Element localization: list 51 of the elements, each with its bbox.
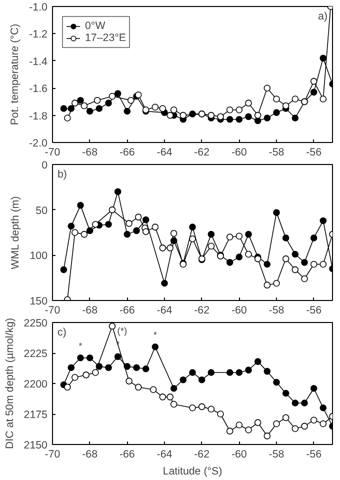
x-tick-label: -66 — [119, 146, 135, 158]
x-tick-label: -58 — [268, 448, 284, 460]
x-tick-label: -68 — [82, 304, 98, 316]
x-tick-label: -70 — [44, 146, 60, 158]
annotation: * — [78, 340, 83, 351]
x-tick-label: -64 — [156, 304, 172, 316]
annotation: b) — [58, 168, 67, 180]
x-axis-title: Latitude (°S) — [162, 466, 222, 478]
y-tick-label: 2200 — [24, 378, 48, 390]
x-tick-label: -60 — [231, 304, 247, 316]
x-tick-label: -56 — [306, 448, 322, 460]
x-tick-label: -64 — [156, 146, 172, 158]
y-tick-label: 0 — [42, 160, 48, 172]
y-tick-label: 150 — [30, 296, 48, 308]
annotation: c) — [58, 326, 66, 338]
legend-label: 0°W — [85, 20, 106, 32]
x-tick-label: -68 — [82, 448, 98, 460]
x-tick-label: -58 — [268, 304, 284, 316]
x-tick-label: -70 — [44, 304, 60, 316]
y-tick-label: -1.0 — [29, 2, 48, 14]
y-tick-label: -1.4 — [29, 56, 48, 68]
y-tick-label: 2150 — [24, 440, 48, 452]
y-tick-label: -1.6 — [29, 83, 48, 96]
x-tick-label: -70 — [44, 448, 60, 460]
x-tick-label: -60 — [231, 146, 247, 158]
y-axis-title: Pot. temperature (°C) — [9, 24, 22, 126]
x-tick-label: -62 — [194, 146, 210, 158]
legend-label: 17–23°E — [85, 32, 126, 44]
x-tick-label: -56 — [306, 146, 322, 158]
x-tick-label: -62 — [194, 304, 210, 316]
y-tick-label: -1.2 — [29, 28, 48, 41]
y-axis-title: DIC at 50m depth (µmol/kg) — [4, 318, 16, 450]
x-tick-label: -60 — [231, 448, 247, 460]
y-tick-label: 100 — [30, 250, 48, 262]
x-tick-label: -66 — [119, 448, 135, 460]
x-tick-label: -66 — [119, 304, 135, 316]
y-tick-label: 2250 — [24, 318, 48, 330]
y-tick-label: 2225 — [24, 348, 48, 360]
annotation: * — [153, 330, 158, 340]
annotation: a) — [318, 10, 328, 22]
x-tick-label: -56 — [306, 304, 322, 316]
x-tick-label: -58 — [268, 146, 284, 158]
y-tick-label: 2175 — [24, 409, 48, 421]
annotation: (*) — [117, 326, 128, 336]
x-tick-label: -62 — [194, 448, 210, 460]
y-tick-label: 50 — [36, 204, 48, 217]
y-tick-label: -1.8 — [29, 110, 48, 122]
x-tick-label: -64 — [156, 448, 172, 460]
y-axis-title: WML depth (m) — [10, 196, 22, 270]
x-tick-label: -68 — [82, 146, 98, 158]
y-tick-label: -2.0 — [29, 138, 48, 150]
